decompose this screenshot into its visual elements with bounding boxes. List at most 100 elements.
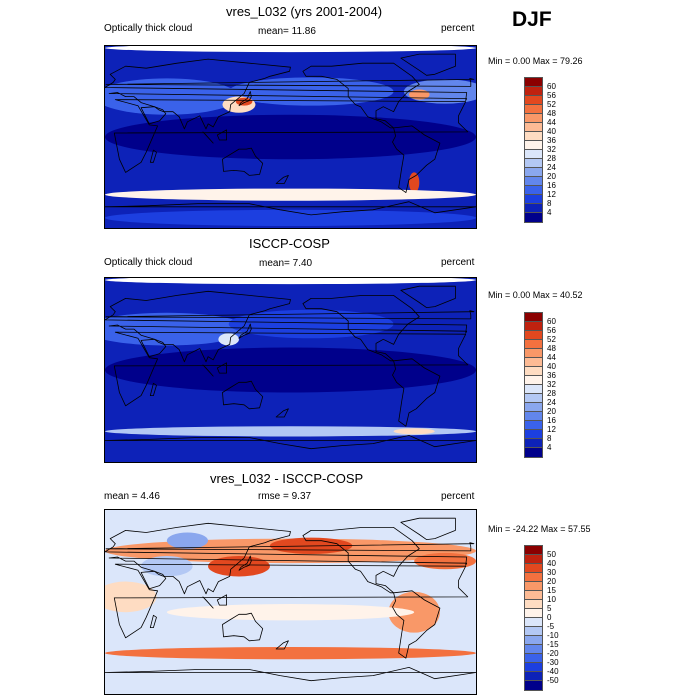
southern-ocean-band xyxy=(105,188,476,201)
patagonia-peak xyxy=(409,172,420,193)
colorbar-tick-label: 28 xyxy=(547,389,556,398)
npac-storm-track xyxy=(228,309,394,339)
coastline xyxy=(216,362,227,374)
colorbar-swatch xyxy=(524,662,543,673)
panel1-minmax: Min = 0.00 Max = 79.26 xyxy=(488,56,583,66)
colorbar-swatch xyxy=(524,77,543,88)
colorbar-swatch xyxy=(524,644,543,655)
natl-positive xyxy=(414,552,476,570)
coastline xyxy=(400,517,456,541)
coastline xyxy=(302,526,420,594)
coastline xyxy=(275,640,289,650)
colorbar-swatch xyxy=(524,438,543,449)
polar-cap xyxy=(105,46,476,53)
panel3-colorbar: 50 40 30 20 15 10 5 0 -5 -10 -15 -20 -30 -40 -50 xyxy=(524,545,585,691)
coastline xyxy=(238,555,252,571)
colorbar-tick-label: 4 xyxy=(547,443,552,452)
colorbar-swatch xyxy=(524,122,543,133)
colorbar-swatch xyxy=(524,590,543,601)
coastline xyxy=(238,323,252,339)
colorbar-tick-label: 36 xyxy=(547,136,556,145)
coastline xyxy=(105,310,475,320)
colorbar-tick-label: 52 xyxy=(547,335,556,344)
siberia-negative xyxy=(166,532,209,549)
colorbar-swatch xyxy=(524,599,543,610)
colorbar-swatch xyxy=(524,357,543,368)
npac-storm-track xyxy=(228,77,394,106)
colorbar-swatch xyxy=(524,366,543,377)
coastline xyxy=(140,338,167,358)
tropical-low-field xyxy=(105,114,476,160)
colorbar-tick-label: 16 xyxy=(547,416,556,425)
colorbar-swatch xyxy=(524,554,543,565)
midlat-field xyxy=(105,312,250,346)
colorbar-tick-label: -10 xyxy=(547,631,559,640)
colorbar-swatch xyxy=(524,563,543,574)
colorbar-tick-label: 8 xyxy=(547,434,552,443)
colorbar-swatch xyxy=(524,608,543,619)
colorbar-tick-label: 10 xyxy=(547,595,556,604)
coastline xyxy=(105,290,468,363)
colorbar-swatch xyxy=(524,411,543,422)
colorbar-tick-label: -50 xyxy=(547,676,559,685)
colorbar-tick-label: 24 xyxy=(547,163,556,172)
coastline xyxy=(105,666,476,682)
colorbar-swatch xyxy=(524,131,543,142)
colorbar-tick-label: 30 xyxy=(547,568,556,577)
coastline xyxy=(105,542,475,552)
panel3-mean: mean = 4.46 xyxy=(104,491,160,502)
panel3-title: vres_L032 - ISCCP-COSP xyxy=(210,471,364,486)
coastline xyxy=(392,358,441,427)
colorbar-swatch xyxy=(524,447,543,458)
colorbar-swatch xyxy=(524,348,543,359)
coastline xyxy=(222,380,264,410)
colorbar-swatch xyxy=(524,212,543,223)
panel3-map-plot xyxy=(105,510,476,694)
colorbar-tick-label: 50 xyxy=(547,550,556,559)
colorbar-tick-label: 5 xyxy=(547,604,552,613)
colorbar-tick-label: -5 xyxy=(547,622,555,631)
season-label: DJF xyxy=(512,8,552,31)
coastline xyxy=(140,570,167,590)
colorbar-swatch xyxy=(524,653,543,664)
colorbar-swatch xyxy=(524,176,543,187)
colorbar-tick-label: 44 xyxy=(547,353,556,362)
colorbar-swatch xyxy=(524,617,543,628)
midlat-field xyxy=(105,78,239,115)
tropical-near-zero xyxy=(166,604,415,621)
coastline xyxy=(149,149,157,163)
coastline xyxy=(105,201,476,216)
panel3-minmax: Min = -24.22 Max = 57.55 xyxy=(488,524,591,534)
polar-cap xyxy=(105,278,476,285)
coastline xyxy=(392,590,441,659)
colorbar-swatch xyxy=(524,312,543,323)
colorbar-tick-label: 36 xyxy=(547,371,556,380)
colorbar-swatch xyxy=(524,140,543,151)
colorbar-tick-label: 56 xyxy=(547,326,556,335)
colorbar-tick-label: 60 xyxy=(547,317,556,326)
colorbar-swatch xyxy=(524,113,543,124)
panel1-map xyxy=(104,45,477,229)
coastline xyxy=(149,382,157,396)
coastline xyxy=(149,614,157,628)
colorbar-tick-label: 40 xyxy=(547,559,556,568)
coastline xyxy=(275,408,289,418)
colorbar-tick-label: 15 xyxy=(547,586,556,595)
coastline xyxy=(400,285,456,309)
colorbar-tick-label: 0 xyxy=(547,613,552,622)
colorbar-swatch xyxy=(524,375,543,386)
colorbar-swatch xyxy=(524,626,543,637)
southern-ocean-band xyxy=(105,426,476,437)
coastline xyxy=(202,596,214,609)
coastline xyxy=(222,147,264,176)
colorbar-swatch xyxy=(524,635,543,646)
panel2-colorbar: 60 56 52 48 44 40 36 32 28 24 20 16 12 8 4 xyxy=(524,312,585,458)
coastline xyxy=(113,99,469,173)
panel1-mean: mean= 11.86 xyxy=(258,26,316,37)
panel1-title: vres_L032 (yrs 2001-2004) xyxy=(226,4,383,19)
colorbar-tick-label: 12 xyxy=(547,425,556,434)
colorbar-swatch xyxy=(524,545,543,556)
coastline xyxy=(105,434,476,450)
coastline xyxy=(113,563,469,639)
east-asia-high xyxy=(218,333,239,346)
